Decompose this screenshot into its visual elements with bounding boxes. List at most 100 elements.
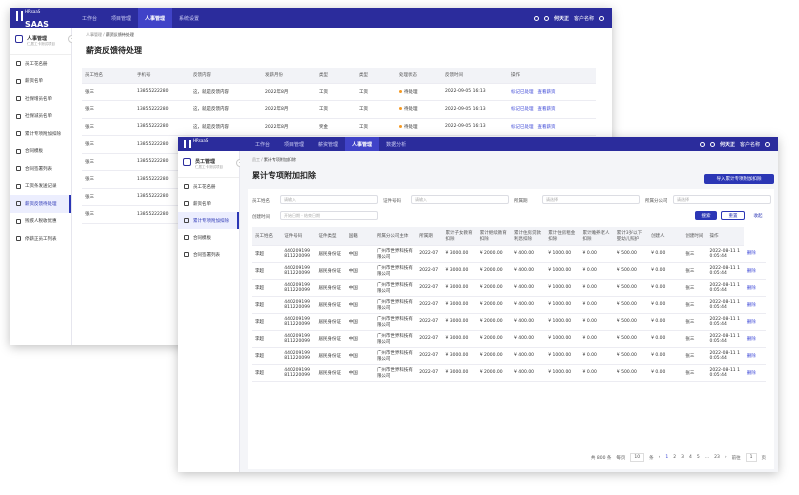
sidebar-item[interactable]: 薪资名单 [10, 73, 71, 91]
cell-text: ¥ 500.00 [616, 251, 637, 256]
settings-icon[interactable] [765, 141, 770, 147]
nav-item[interactable]: 系统设置 [179, 15, 200, 22]
search-button[interactable]: 搜索 [695, 211, 717, 220]
sidebar-item[interactable]: 合同模板 [178, 229, 239, 246]
sidebar-item[interactable]: 残疾人税收优惠 [10, 213, 71, 231]
cell-text: 李超 [255, 319, 264, 325]
table-cell: 李超 [252, 262, 282, 280]
sidebar-item[interactable]: 累计专项附加扣除 [178, 212, 239, 229]
collapse-button[interactable]: 收起 [753, 213, 763, 219]
action-link[interactable]: 标记已处理 [511, 89, 534, 95]
filter-input[interactable]: 请输入 [411, 195, 509, 204]
sidebar-item[interactable]: 停薪正员工列表 [10, 230, 71, 248]
delete-link[interactable]: 删除 [746, 370, 756, 376]
page-number[interactable]: 23 [714, 455, 720, 460]
bell-icon[interactable] [543, 15, 549, 21]
action-link[interactable]: 查看薪资 [537, 124, 556, 130]
filter-input[interactable]: 开始日期 - 结束日期 [280, 211, 378, 220]
sidebar-item[interactable]: 合同签署列表 [10, 160, 71, 178]
table-cell: 标记已处理查看薪资 [508, 118, 596, 136]
cell-text: 工资 [359, 89, 368, 95]
column-header: 所属分公司主体 [373, 227, 417, 246]
next-page[interactable]: › [724, 455, 727, 460]
filter-input[interactable]: 请选择 [542, 195, 640, 204]
table-row: 李超 440209199811220099 居民身份证 中国 广州市世界科技有限公司 20… [252, 279, 766, 297]
reset-button[interactable]: 重置 [721, 211, 745, 220]
table-cell: 张三 [82, 205, 134, 224]
table-cell: 广州市世界科技有限公司 [373, 245, 417, 263]
table-cell: ¥ 0.00 [648, 347, 683, 365]
table-cell: 440209199811220099 [281, 279, 316, 297]
delete-link[interactable]: 删除 [746, 251, 756, 257]
page-number[interactable]: 3 [681, 455, 685, 460]
sidebar-item[interactable]: 薪资反馈待处理 [10, 195, 71, 213]
table-cell: ¥ 400.00 [511, 364, 546, 382]
logo-small: HRsaaS [193, 138, 209, 143]
sidebar-item[interactable]: 薪资名单 [178, 195, 239, 212]
sidebar-item[interactable]: 合同签署列表 [178, 246, 239, 263]
settings-icon[interactable] [599, 15, 604, 21]
cell-text: 张三 [685, 268, 695, 274]
action-link[interactable]: 标记已处理 [511, 107, 534, 113]
breadcrumb-current: 薪资反馈待处理 [105, 32, 134, 37]
bell-icon[interactable] [709, 141, 715, 147]
cell-text: 张三 [685, 336, 695, 342]
filter-input[interactable]: 请选择 [673, 195, 771, 204]
page-number[interactable]: ... [704, 455, 710, 460]
user-name: 何天正 [719, 141, 735, 148]
cell-text: 这，就是反馈内容 [193, 124, 229, 130]
nav-item[interactable]: 工作台 [82, 15, 98, 22]
delete-link[interactable]: 删除 [746, 268, 756, 274]
action-link[interactable]: 查看薪资 [537, 107, 556, 113]
table-cell: 中国 [345, 330, 374, 348]
nav-item[interactable]: 数据分析 [386, 141, 407, 148]
action-link[interactable]: 标记已处理 [511, 124, 534, 130]
sidebar-item[interactable]: 工资条发送记录 [10, 178, 71, 196]
nav-item[interactable]: 项目管理 [284, 141, 305, 148]
delete-link[interactable]: 删除 [746, 319, 756, 325]
page-number[interactable]: 2 [673, 455, 677, 460]
sidebar-item[interactable]: 员工花名册 [10, 55, 71, 73]
per-page-unit: 条 [649, 455, 654, 461]
filter-input[interactable]: 请输入 [280, 195, 378, 204]
breadcrumb: 人事管理 / 薪资反馈待处理 [86, 32, 134, 38]
sidebar-label: 社保增员名单 [25, 96, 52, 102]
delete-link[interactable]: 删除 [746, 336, 756, 342]
table-row: 张三 13855222280 这，就是反馈内容 2022年8月 工资 工资 待处理 2022-… [82, 100, 596, 119]
sidebar-item[interactable]: 社保减员名单 [10, 108, 71, 126]
nav-item[interactable]: 薪资管理 [318, 141, 339, 148]
sidebar-icon [16, 131, 21, 137]
goto-input[interactable]: 1 [745, 453, 757, 462]
org-name: 客户名称 [573, 15, 594, 22]
nav-item[interactable]: 人事管理 [345, 137, 380, 151]
import-button[interactable]: 导入累计专项附加扣除 [704, 174, 774, 184]
sidebar-item[interactable]: 累计专项附加扣除 [10, 125, 71, 143]
cell-text: ¥ 0.00 [651, 268, 666, 273]
help-icon[interactable] [699, 141, 705, 147]
page-number[interactable]: 5 [696, 455, 700, 460]
nav-item[interactable]: 人事管理 [138, 8, 173, 28]
per-page-select[interactable]: 10 [630, 453, 645, 462]
sidebar-item[interactable]: 合同模板 [10, 143, 71, 161]
prev-page[interactable]: ‹ [658, 455, 661, 460]
help-icon[interactable] [533, 15, 539, 21]
cell-text: 工资 [359, 124, 368, 130]
column-header: 操作 [706, 227, 744, 246]
sidebar-item[interactable]: 员工花名册 [178, 178, 239, 195]
delete-link[interactable]: 删除 [746, 285, 756, 291]
page-number[interactable]: 4 [689, 455, 692, 460]
nav-item[interactable]: 工作台 [255, 141, 271, 148]
action-link[interactable]: 查看薪资 [537, 89, 556, 95]
delete-link[interactable]: 删除 [746, 353, 756, 359]
nav-item[interactable]: 项目管理 [111, 15, 132, 22]
table-cell: 13855222280 [134, 135, 190, 154]
cell-text: 张三 [85, 212, 94, 218]
column-header: 反馈时间 [442, 68, 508, 84]
cell-text: ¥ 0.00 [582, 353, 597, 358]
per-page-label: 每页 [616, 455, 626, 461]
sidebar-item[interactable]: 社保增员名单 [10, 90, 71, 108]
table-row: 李超 440209199811220099 居民身份证 中国 广州市世界科技有限公司 20… [252, 262, 766, 280]
page-number[interactable]: 1 [665, 455, 669, 460]
sidebar: 人事管理 仁居工卡测试项目 员工花名册 薪资名单 社保增员名单 社保减员名单 累计专项附加扣… [10, 28, 72, 345]
delete-link[interactable]: 删除 [746, 302, 756, 308]
